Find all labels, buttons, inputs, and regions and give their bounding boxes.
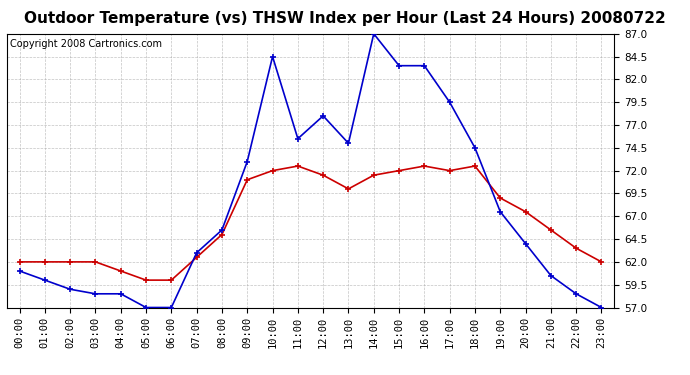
Text: Outdoor Temperature (vs) THSW Index per Hour (Last 24 Hours) 20080722: Outdoor Temperature (vs) THSW Index per … bbox=[24, 11, 666, 26]
Text: Copyright 2008 Cartronics.com: Copyright 2008 Cartronics.com bbox=[10, 39, 162, 49]
